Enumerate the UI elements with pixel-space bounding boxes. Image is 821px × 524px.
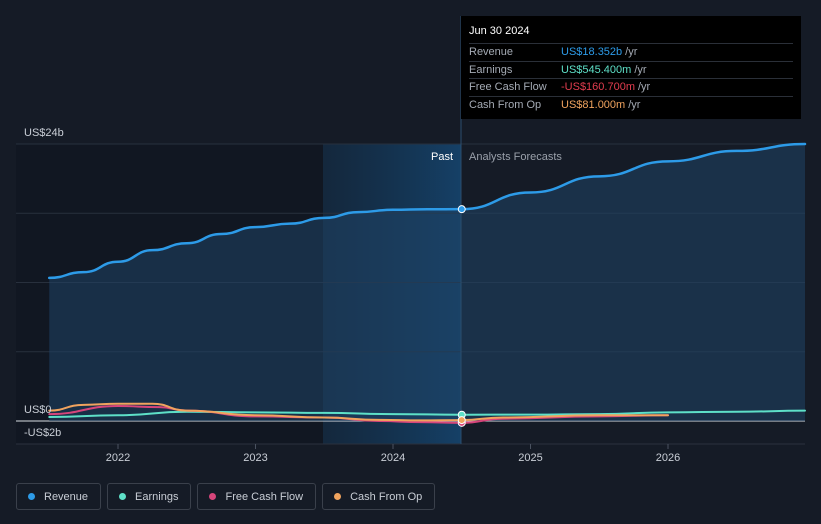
past-label: Past bbox=[431, 151, 453, 163]
tooltip-value: -US$160.700m bbox=[561, 81, 635, 94]
tooltip-value: US$18.352b bbox=[561, 46, 623, 59]
highlight-markers bbox=[457, 205, 466, 427]
y-axis-zero-label: US$0 bbox=[24, 404, 52, 416]
legend-label: Earnings bbox=[135, 490, 179, 503]
tooltip-row-earnings: Earnings US$545.400m /yr bbox=[469, 60, 793, 79]
x-axis-ticks: 2022 2023 2024 2025 2026 bbox=[106, 444, 680, 464]
series-line-earnings bbox=[48, 409, 806, 418]
earnings-dot-icon bbox=[119, 493, 127, 500]
x-tick-label: 2022 bbox=[106, 452, 130, 464]
tooltip-value: US$545.400m bbox=[561, 63, 632, 76]
series-line-cash-from-op bbox=[48, 402, 669, 422]
x-tick-label: 2026 bbox=[656, 452, 680, 464]
tooltip-unit: /yr bbox=[625, 46, 638, 59]
x-tick-label: 2023 bbox=[243, 452, 267, 464]
x-tick-label: 2024 bbox=[381, 452, 405, 464]
tooltip-unit: /yr bbox=[634, 63, 647, 76]
marker-cash-from-op bbox=[457, 416, 466, 425]
legend-item-free-cash-flow[interactable]: Free Cash Flow bbox=[197, 483, 317, 510]
series-line-revenue bbox=[48, 207, 463, 280]
legend-label: Free Cash Flow bbox=[225, 490, 304, 503]
forecast-label: Analysts Forecasts bbox=[469, 151, 562, 163]
legend-item-earnings[interactable]: Earnings bbox=[107, 483, 192, 510]
tooltip-unit: /yr bbox=[638, 81, 651, 94]
revenue-dot-icon bbox=[28, 493, 35, 500]
cash-from-op-dot-icon bbox=[334, 493, 342, 500]
tooltip-label: Earnings bbox=[469, 63, 513, 76]
y-axis-neg-label: -US$2b bbox=[24, 427, 61, 439]
y-axis-top-label: US$24b bbox=[24, 127, 64, 139]
tooltip-row-cash-from-op: Cash From Op US$81.000m /yr bbox=[469, 95, 793, 114]
legend-item-cash-from-op[interactable]: Cash From Op bbox=[322, 483, 436, 510]
legend-label: Revenue bbox=[44, 490, 89, 503]
legend: Revenue Earnings Free Cash Flow Cash Fro… bbox=[16, 483, 436, 510]
tooltip-row-revenue: Revenue US$18.352b /yr bbox=[469, 43, 793, 61]
series-lines bbox=[48, 142, 807, 424]
tooltip-value: US$81.000m bbox=[561, 98, 626, 111]
tooltip-row-free-cash-flow: Free Cash Flow -US$160.700m /yr bbox=[469, 78, 793, 96]
free-cash-flow-dot-icon bbox=[209, 493, 217, 500]
legend-item-revenue[interactable]: Revenue bbox=[16, 483, 102, 510]
tooltip-date: Jun 30 2024 bbox=[469, 25, 530, 37]
tooltip-label: Revenue bbox=[469, 46, 514, 59]
tooltip-label: Cash From Op bbox=[469, 98, 542, 111]
revenue-area-fill bbox=[49, 144, 805, 421]
legend-label: Cash From Op bbox=[350, 490, 423, 503]
tooltip-unit: /yr bbox=[628, 98, 641, 111]
tooltip: Jun 30 2024 Revenue US$18.352b /yr Earni… bbox=[461, 16, 801, 119]
series-line-revenue-forecast bbox=[460, 142, 807, 211]
tooltip-label: Free Cash Flow bbox=[469, 81, 547, 94]
marker-revenue bbox=[457, 205, 466, 214]
revenue-area bbox=[49, 144, 805, 421]
x-tick-label: 2025 bbox=[518, 452, 542, 464]
